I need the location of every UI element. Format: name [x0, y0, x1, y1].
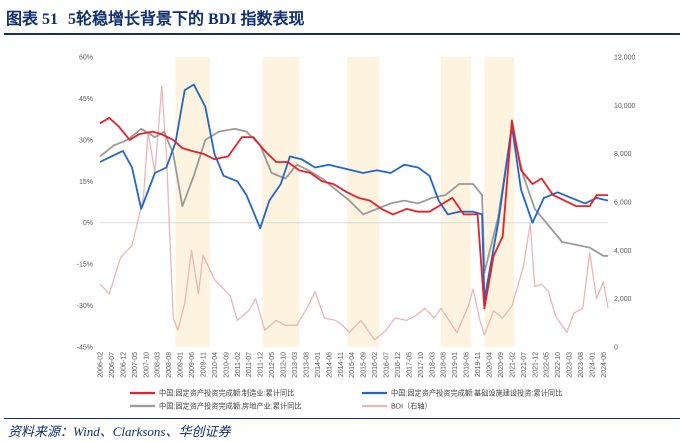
figure-title-text: 5轮稳增长背景下的 BDI 指数表现	[68, 11, 305, 28]
x-axis-tick-label: 2011-07	[246, 352, 253, 377]
title-rule	[4, 33, 680, 35]
left-axis-tick-label: 60%	[79, 55, 93, 62]
footer-rule	[4, 418, 680, 419]
stimulus-period-5	[484, 57, 515, 347]
left-axis-tick-label: -30%	[77, 303, 93, 310]
x-axis-tick-label: 2008-03	[155, 352, 162, 378]
x-axis-tick-label: 2019-06	[464, 352, 471, 378]
left-axis-tick-label: 30%	[79, 137, 93, 144]
x-axis-tick-label: 2021-12	[532, 352, 539, 378]
series-line-2	[99, 83, 609, 301]
x-axis-tick-label: 2013-08	[303, 352, 310, 378]
left-axis-tick-label: 15%	[79, 179, 93, 186]
x-axis-tick-label: 2018-08	[441, 352, 448, 378]
left-axis-tick-label: -45%	[77, 345, 93, 352]
series-lines	[99, 83, 609, 341]
x-axis-tick-label: 2015-04	[349, 352, 356, 378]
x-axis-tick-label: 2010-09	[223, 352, 230, 378]
x-axis-labels: 2006-02 2006-07 2006-12 2007-05 2007-10 2008-…	[98, 352, 608, 378]
x-axis-tick-label: 2022-10	[555, 352, 562, 378]
x-axis-tick-label: 2022-05	[544, 352, 551, 378]
x-axis-tick-label: 2024-01	[590, 352, 597, 378]
x-axis-tick-label: 2014-06	[326, 352, 333, 378]
x-axis-tick-label: 2015-09	[361, 352, 368, 378]
x-axis-tick-label: 2011-02	[235, 352, 242, 377]
x-axis-tick-label: 2016-12	[395, 352, 402, 378]
x-axis-tick-label: 2014-01	[315, 352, 322, 378]
x-axis-tick-label: 2021-07	[521, 352, 528, 378]
x-axis-tick-label: 2016-02	[372, 352, 379, 378]
x-axis-tick-label: 2006-07	[109, 352, 116, 378]
series-line-3	[99, 125, 608, 274]
figure-title: 图表 51 5轮稳增长背景下的 BDI 指数表现	[6, 5, 304, 29]
right-axis-tick-label: 8,000	[614, 151, 632, 158]
stimulus-shading	[175, 57, 515, 347]
x-axis-tick-label: 2023-03	[567, 352, 574, 378]
legend-label-1: 中国:固定资产投资完成额:制造业:累计同比	[159, 389, 294, 398]
source-note: 资料来源：Wind、Clarksons、华创证券	[8, 424, 231, 439]
stimulus-period-3	[347, 57, 380, 347]
right-axis-tick-label: 0	[614, 345, 618, 352]
x-axis-tick-label: 2009-11	[201, 352, 208, 377]
right-axis-tick-label: 6,000	[614, 200, 632, 207]
x-axis-tick-label: 2008-08	[166, 352, 173, 378]
x-axis-tick-label: 2019-11	[475, 352, 482, 377]
right-axis-labels: 12,000 10,000 8,000 6,000 4,000 2,000 0	[614, 55, 636, 352]
x-axis-tick-label: 2019-01	[452, 352, 459, 378]
legend-label-4: BDI（右轴）	[391, 402, 432, 411]
x-axis-tick-label: 2009-01	[178, 352, 185, 378]
x-axis-tick-label: 2018-03	[429, 352, 436, 378]
series-line-1	[99, 116, 608, 310]
right-axis-tick-label: 2,000	[614, 296, 632, 303]
x-axis-tick-label: 2010-04	[212, 352, 219, 378]
x-axis-tick-label: 2012-10	[281, 352, 288, 378]
x-axis-tick-label: 2021-02	[509, 352, 516, 378]
x-axis-tick-label: 2024-06	[601, 352, 608, 378]
x-axis-tick-label: 2011-12	[258, 352, 265, 377]
figure-label: 图表 51	[6, 11, 59, 28]
left-axis-labels: 60% 45% 30% 15% 0% -15% -30% -45%	[77, 55, 93, 352]
stimulus-period-1	[175, 57, 210, 347]
left-axis-tick-label: -15%	[77, 262, 93, 269]
x-axis-tick-label: 2007-05	[132, 352, 139, 378]
bdi-chart: 60% 45% 30% 15% 0% -15% -30% -45% 12,000 10,000 8…	[77, 55, 636, 411]
x-axis-tick-label: 2017-05	[406, 352, 413, 378]
right-axis-tick-label: 4,000	[614, 248, 632, 255]
legend: 中国:固定资产投资完成额:制造业:累计同比 中国:固定资产投资完成额:基础设施建设…	[130, 389, 562, 411]
right-axis-tick-label: 12,000	[614, 55, 636, 62]
legend-label-2: 中国:固定资产投资完成额:基础设施建设投资:累计同比	[391, 389, 562, 398]
x-axis-tick-label: 2023-08	[578, 352, 585, 378]
x-axis-tick-label: 2016-07	[384, 352, 391, 378]
x-axis-tick-label: 2020-09	[498, 352, 505, 378]
x-axis-tick-label: 2017-10	[418, 352, 425, 378]
x-axis-tick-label: 2006-02	[98, 352, 105, 378]
right-axis-tick-label: 10,000	[614, 103, 636, 110]
x-axis-tick-label: 2009-06	[189, 352, 196, 378]
x-axis-tick-label: 2006-12	[120, 352, 127, 378]
x-axis-tick-label: 2012-05	[269, 352, 276, 378]
legend-label-3: 中国:固定资产投资完成额:房地产业:累计同比	[159, 402, 302, 411]
x-axis-tick-label: 2013-03	[292, 352, 299, 378]
x-axis-tick-label: 2014-11	[338, 352, 345, 377]
left-axis-tick-label: 0%	[83, 220, 93, 227]
series-line-4	[99, 85, 609, 341]
x-axis-tick-label: 2020-04	[487, 352, 494, 378]
left-axis-tick-label: 45%	[79, 96, 93, 103]
x-axis-tick-label: 2007-10	[143, 352, 150, 378]
